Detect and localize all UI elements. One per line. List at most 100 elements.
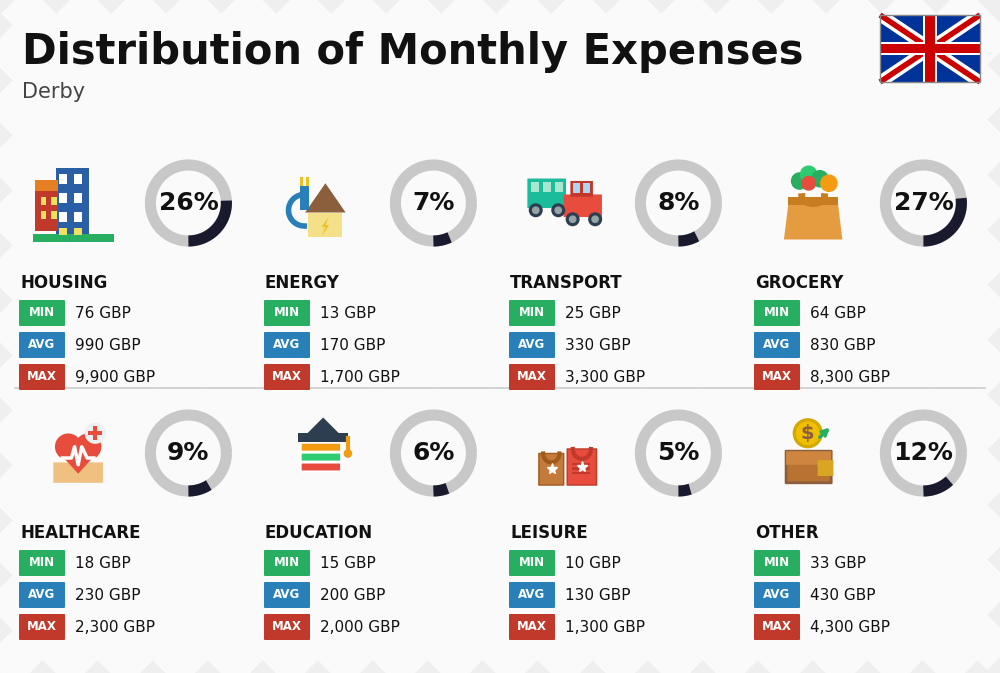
Text: AVG: AVG <box>763 588 791 602</box>
Text: EDUCATION: EDUCATION <box>265 524 373 542</box>
Text: 200 GBP: 200 GBP <box>320 588 385 602</box>
Circle shape <box>552 204 565 217</box>
FancyBboxPatch shape <box>564 194 602 217</box>
FancyBboxPatch shape <box>509 614 555 640</box>
Bar <box>572 472 590 474</box>
Text: MIN: MIN <box>519 557 545 569</box>
FancyBboxPatch shape <box>19 582 65 608</box>
Bar <box>59 228 67 236</box>
Bar <box>41 197 46 205</box>
Text: LEISURE: LEISURE <box>510 524 588 542</box>
Text: 15 GBP: 15 GBP <box>320 555 376 571</box>
Bar <box>59 174 67 184</box>
Bar <box>35 180 58 191</box>
FancyBboxPatch shape <box>264 550 310 576</box>
Bar <box>925 15 935 82</box>
Text: MAX: MAX <box>517 621 547 633</box>
Text: 25 GBP: 25 GBP <box>565 306 621 320</box>
Bar <box>923 15 937 82</box>
FancyBboxPatch shape <box>19 332 65 358</box>
Text: AVG: AVG <box>28 588 56 602</box>
Text: 990 GBP: 990 GBP <box>75 337 141 353</box>
Text: 8,300 GBP: 8,300 GBP <box>810 369 890 384</box>
FancyBboxPatch shape <box>301 462 341 472</box>
FancyBboxPatch shape <box>264 614 310 640</box>
Text: GROCERY: GROCERY <box>755 274 843 292</box>
FancyBboxPatch shape <box>786 451 831 483</box>
Bar <box>74 228 82 236</box>
Text: 18 GBP: 18 GBP <box>75 555 131 571</box>
FancyBboxPatch shape <box>754 550 800 576</box>
Text: 33 GBP: 33 GBP <box>810 555 866 571</box>
Text: 130 GBP: 130 GBP <box>565 588 631 602</box>
Text: 430 GBP: 430 GBP <box>810 588 876 602</box>
Bar <box>572 462 590 465</box>
Text: MIN: MIN <box>764 306 790 320</box>
Circle shape <box>801 166 817 182</box>
FancyBboxPatch shape <box>53 462 103 483</box>
FancyBboxPatch shape <box>19 614 65 640</box>
FancyBboxPatch shape <box>264 332 310 358</box>
Text: MAX: MAX <box>517 371 547 384</box>
Bar <box>788 197 838 205</box>
Bar <box>555 182 563 192</box>
Text: MAX: MAX <box>762 371 792 384</box>
Bar <box>74 228 82 236</box>
Text: 9,900 GBP: 9,900 GBP <box>75 369 155 384</box>
Text: 8%: 8% <box>657 191 700 215</box>
Text: 1,300 GBP: 1,300 GBP <box>565 620 645 635</box>
Bar <box>880 42 980 55</box>
Text: 64 GBP: 64 GBP <box>810 306 866 320</box>
Bar <box>51 197 57 205</box>
Bar <box>51 211 57 219</box>
Bar <box>880 15 980 82</box>
Bar <box>306 176 309 186</box>
Text: AVG: AVG <box>518 339 546 351</box>
FancyBboxPatch shape <box>754 364 800 390</box>
Text: 2,300 GBP: 2,300 GBP <box>75 620 155 635</box>
Bar <box>74 193 82 203</box>
Bar <box>41 211 46 219</box>
Polygon shape <box>56 449 101 474</box>
Text: 830 GBP: 830 GBP <box>810 337 876 353</box>
Bar <box>74 174 82 184</box>
Circle shape <box>589 213 601 225</box>
Text: MAX: MAX <box>27 621 57 633</box>
Bar <box>35 190 58 230</box>
Text: AVG: AVG <box>273 339 301 351</box>
Text: 9%: 9% <box>167 441 210 465</box>
Polygon shape <box>784 203 842 240</box>
Circle shape <box>344 450 352 457</box>
FancyBboxPatch shape <box>754 332 800 358</box>
Circle shape <box>56 434 81 460</box>
Bar <box>59 212 67 222</box>
Bar <box>308 213 342 238</box>
Text: MAX: MAX <box>762 621 792 633</box>
FancyBboxPatch shape <box>539 454 564 485</box>
Bar <box>298 433 348 442</box>
Text: AVG: AVG <box>518 588 546 602</box>
Circle shape <box>792 173 808 189</box>
Text: 6%: 6% <box>412 441 455 465</box>
Text: MIN: MIN <box>29 306 55 320</box>
Text: MIN: MIN <box>29 557 55 569</box>
Text: $: $ <box>801 424 815 443</box>
Bar <box>300 176 303 186</box>
Bar <box>543 182 551 192</box>
FancyBboxPatch shape <box>509 332 555 358</box>
Text: 7%: 7% <box>412 191 455 215</box>
Circle shape <box>85 423 105 443</box>
Circle shape <box>812 171 828 187</box>
FancyBboxPatch shape <box>754 614 800 640</box>
Text: HOUSING: HOUSING <box>20 274 107 292</box>
FancyBboxPatch shape <box>19 550 65 576</box>
Circle shape <box>570 216 576 222</box>
Polygon shape <box>322 216 329 236</box>
Text: AVG: AVG <box>763 339 791 351</box>
FancyBboxPatch shape <box>264 582 310 608</box>
Text: OTHER: OTHER <box>755 524 819 542</box>
Text: HEALTHCARE: HEALTHCARE <box>20 524 140 542</box>
Text: MIN: MIN <box>519 306 545 320</box>
Text: TRANSPORT: TRANSPORT <box>510 274 623 292</box>
Bar <box>531 182 539 192</box>
